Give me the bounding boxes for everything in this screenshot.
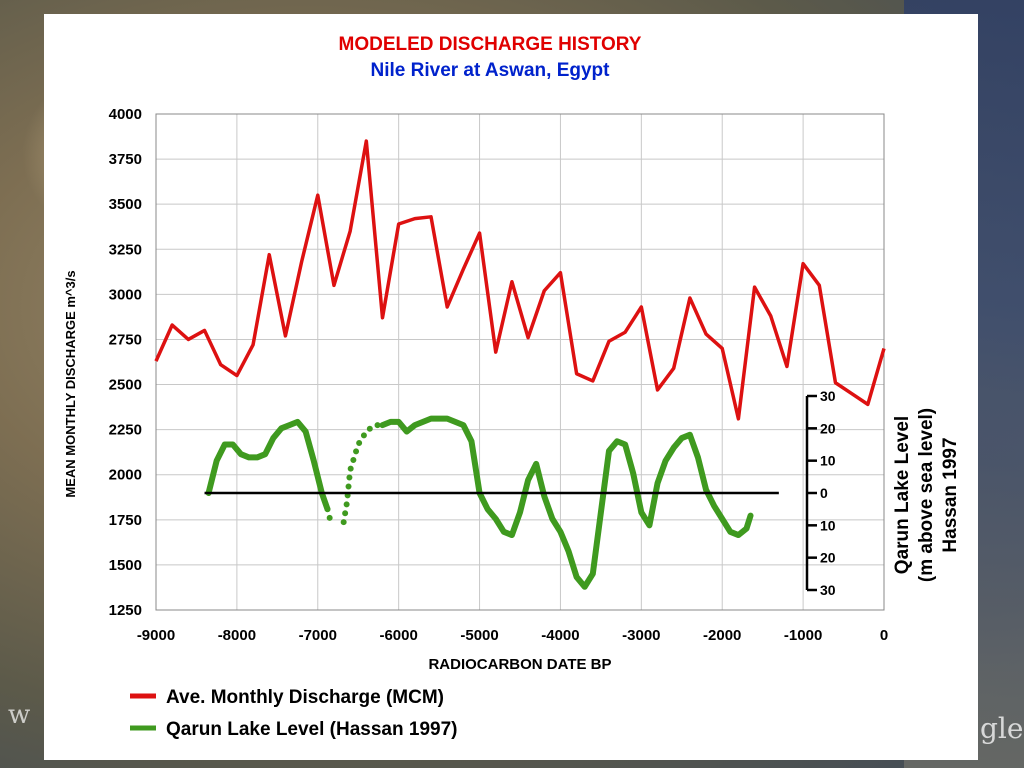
x-axis-label: RADIOCARBON DATE BP: [428, 656, 611, 673]
y-axis-label: MEAN MONTHLY DISCHARGE m^3/s: [63, 270, 78, 497]
chart-grid: [155, 113, 885, 611]
x-tick-label: -9000: [137, 627, 175, 644]
y-tick-label: 3750: [109, 151, 142, 168]
y-tick-label: 3000: [109, 286, 142, 303]
series-line-discharge: [154, 139, 886, 421]
secondary-axis-label-line: Hassan 1997: [940, 437, 961, 552]
legend: Ave. Monthly Discharge (MCM) Qarun Lake L…: [130, 687, 457, 740]
secondary-tick-label: 0: [820, 485, 828, 501]
y-axis-ticks: 1250 1500 1750 2000 2250 2500 2750 3000 3250 3500…: [109, 106, 142, 619]
legend-entry-label: Qarun Lake Level (Hassan 1997): [166, 719, 457, 740]
watermark-left: w: [8, 700, 31, 730]
chart-svg: MODELED DISCHARGE HISTORY Nile River at …: [63, 34, 961, 740]
x-tick-label: -6000: [379, 627, 417, 644]
y-tick-label: 1500: [109, 557, 142, 574]
y-tick-label: 1250: [109, 602, 142, 619]
secondary-axis-label-line: (m above sea level): [916, 408, 937, 582]
x-tick-label: -4000: [541, 627, 579, 644]
x-tick-label: -3000: [622, 627, 660, 644]
chart-subtitle: Nile River at Aswan, Egypt: [371, 60, 611, 81]
series-line-lake-level: [205, 418, 331, 513]
series-line-lake-level: [340, 422, 386, 526]
y-tick-label: 2250: [109, 422, 142, 439]
y-tick-label: 3250: [109, 241, 142, 258]
secondary-tick-label: 20: [820, 420, 836, 436]
secondary-axis-label-line: Qarun Lake Level: [892, 416, 913, 574]
x-tick-label: 0: [880, 627, 888, 644]
series-layer: [154, 139, 886, 590]
y-tick-label: 3500: [109, 196, 142, 213]
y-tick-label: 4000: [109, 106, 142, 123]
legend-entry-label: Ave. Monthly Discharge (MCM): [166, 687, 444, 708]
y-tick-label: 1750: [109, 512, 142, 529]
plot-frame: [155, 113, 885, 611]
secondary-axis-label: Qarun Lake Level (m above sea level) Hassa…: [892, 408, 961, 582]
y-tick-label: 2750: [109, 331, 142, 348]
secondary-tick-label: 30: [820, 388, 836, 404]
secondary-tick-label: 10: [820, 453, 836, 469]
x-tick-label: -1000: [784, 627, 822, 644]
x-axis-ticks: -9000 -8000 -7000 -6000 -5000 -4000 -3000 -2000…: [137, 627, 888, 644]
x-tick-label: -2000: [703, 627, 741, 644]
chart-title: MODELED DISCHARGE HISTORY: [339, 34, 642, 55]
secondary-tick-label: 10: [820, 517, 836, 533]
series-line-lake-level: [379, 415, 754, 590]
watermark-right: gle: [980, 712, 1024, 745]
secondary-tick-label: 30: [820, 582, 836, 598]
x-tick-label: -5000: [460, 627, 498, 644]
secondary-axis: 30 20 10 0 10 20 30: [204, 388, 836, 598]
chart-slide: MODELED DISCHARGE HISTORY Nile River at …: [44, 14, 978, 760]
x-tick-label: -7000: [299, 627, 337, 644]
x-tick-label: -8000: [218, 627, 256, 644]
y-tick-label: 2000: [109, 467, 142, 484]
y-tick-label: 2500: [109, 377, 142, 394]
secondary-tick-label: 20: [820, 550, 836, 566]
